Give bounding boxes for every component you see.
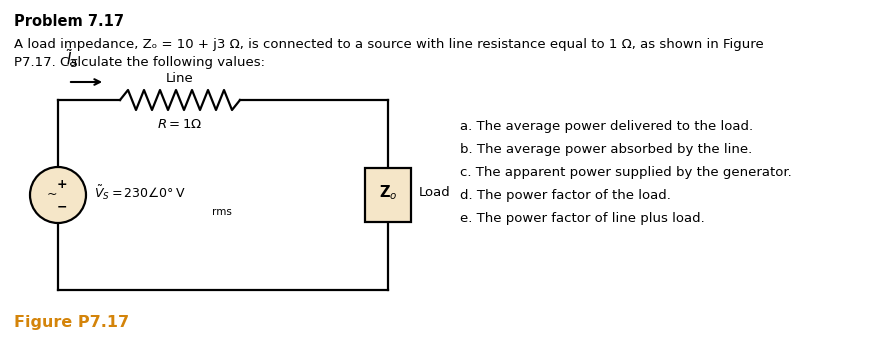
Text: Load: Load [419, 186, 451, 200]
Text: ~: ~ [47, 187, 57, 201]
Bar [365, 168, 411, 222]
Text: b. The average power absorbed by the line.: b. The average power absorbed by the lin… [460, 143, 752, 156]
Text: e. The power factor of line plus load.: e. The power factor of line plus load. [460, 212, 705, 225]
Text: +: + [56, 178, 67, 191]
Text: $\tilde{V}_S = 230\angle 0°\,\mathrm{V}$: $\tilde{V}_S = 230\angle 0°\,\mathrm{V}$ [94, 184, 186, 202]
Text: $\mathbf{Z}_o$: $\mathbf{Z}_o$ [378, 184, 397, 202]
Text: Problem 7.17: Problem 7.17 [14, 14, 124, 29]
Text: a. The average power delivered to the load.: a. The average power delivered to the lo… [460, 120, 753, 133]
Circle shape [30, 167, 86, 223]
Text: P7.17. Calculate the following values:: P7.17. Calculate the following values: [14, 56, 265, 69]
Text: rms: rms [212, 207, 232, 217]
Text: d. The power factor of the load.: d. The power factor of the load. [460, 189, 671, 202]
Text: −: − [56, 201, 67, 214]
Text: c. The apparent power supplied by the generator.: c. The apparent power supplied by the ge… [460, 166, 792, 179]
Text: $R = 1\Omega$: $R = 1\Omega$ [157, 118, 203, 131]
Text: Figure P7.17: Figure P7.17 [14, 315, 129, 330]
Text: A load impedance, Zₒ = 10 + j3 Ω, is connected to a source with line resistance : A load impedance, Zₒ = 10 + j3 Ω, is con… [14, 38, 764, 51]
Text: $\tilde{I}_S$: $\tilde{I}_S$ [66, 47, 79, 70]
Text: Line: Line [166, 72, 194, 85]
